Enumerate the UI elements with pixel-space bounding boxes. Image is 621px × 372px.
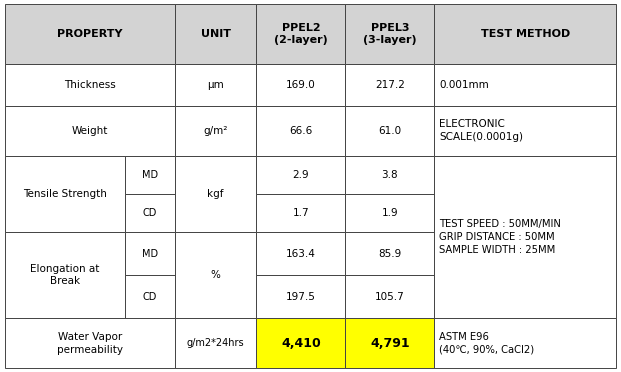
Text: 61.0: 61.0 [378,126,401,136]
Bar [256,4,345,64]
Text: TEST METHOD: TEST METHOD [481,29,570,39]
Text: ELECTRONIC
SCALE(0.0001g): ELECTRONIC SCALE(0.0001g) [439,119,524,142]
Text: CD: CD [143,292,157,301]
Text: PROPERTY: PROPERTY [57,29,123,39]
Bar [256,275,345,318]
Text: MD: MD [142,170,158,180]
Text: 85.9: 85.9 [378,248,401,259]
Bar [5,232,125,318]
Text: UNIT: UNIT [201,29,231,39]
Text: 4,410: 4,410 [281,337,320,350]
Text: 169.0: 169.0 [286,80,315,90]
Bar [125,194,175,232]
Bar [175,106,256,156]
Bar [345,318,434,368]
Text: 217.2: 217.2 [375,80,405,90]
Bar [256,318,345,368]
Bar [125,232,175,275]
Text: TEST SPEED : 50MM/MIN
GRIP DISTANCE : 50MM
SAMPLE WIDTH : 25MM: TEST SPEED : 50MM/MIN GRIP DISTANCE : 50… [439,219,561,255]
Bar [175,232,256,318]
Text: ASTM E96
(40℃, 90%, CaCl2): ASTM E96 (40℃, 90%, CaCl2) [439,332,534,355]
Text: 0.001mm: 0.001mm [439,80,489,90]
Text: 4,791: 4,791 [370,337,410,350]
Bar [345,275,434,318]
Bar [434,318,616,368]
Text: CD: CD [143,208,157,218]
Bar [345,194,434,232]
Bar [5,64,175,106]
Text: Thickness: Thickness [64,80,116,90]
Text: g/m2*24hrs: g/m2*24hrs [187,338,245,348]
Bar [434,64,616,106]
Text: Elongation at
Break: Elongation at Break [30,264,99,286]
Bar [5,106,175,156]
Bar [345,106,434,156]
Bar [345,4,434,64]
Bar [434,106,616,156]
Bar [345,64,434,106]
Bar [175,64,256,106]
Text: Weight: Weight [72,126,108,136]
Bar [175,4,256,64]
Text: kgf: kgf [207,189,224,199]
Bar [175,156,256,232]
Text: MD: MD [142,248,158,259]
Bar [125,275,175,318]
Text: Water Vapor
permeability: Water Vapor permeability [57,332,123,355]
Text: 163.4: 163.4 [286,248,315,259]
Bar [256,156,345,194]
Bar [345,232,434,275]
Bar [434,156,616,318]
Text: 1.9: 1.9 [381,208,398,218]
Bar [5,318,175,368]
Bar [434,4,616,64]
Bar [256,64,345,106]
Text: 1.7: 1.7 [292,208,309,218]
Bar [256,106,345,156]
Bar [5,4,175,64]
Text: μm: μm [207,80,224,90]
Text: 66.6: 66.6 [289,126,312,136]
Text: g/m²: g/m² [204,126,228,136]
Text: PPEL3
(3-layer): PPEL3 (3-layer) [363,23,417,45]
Text: 105.7: 105.7 [375,292,405,301]
Bar [256,232,345,275]
Text: 2.9: 2.9 [292,170,309,180]
Bar [175,318,256,368]
Text: %: % [211,270,220,280]
Bar [5,156,125,232]
Text: 3.8: 3.8 [381,170,398,180]
Bar [256,194,345,232]
Text: Tensile Strength: Tensile Strength [23,189,107,199]
Text: PPEL2
(2-layer): PPEL2 (2-layer) [274,23,328,45]
Text: 197.5: 197.5 [286,292,315,301]
Bar [345,156,434,194]
Bar [125,156,175,194]
